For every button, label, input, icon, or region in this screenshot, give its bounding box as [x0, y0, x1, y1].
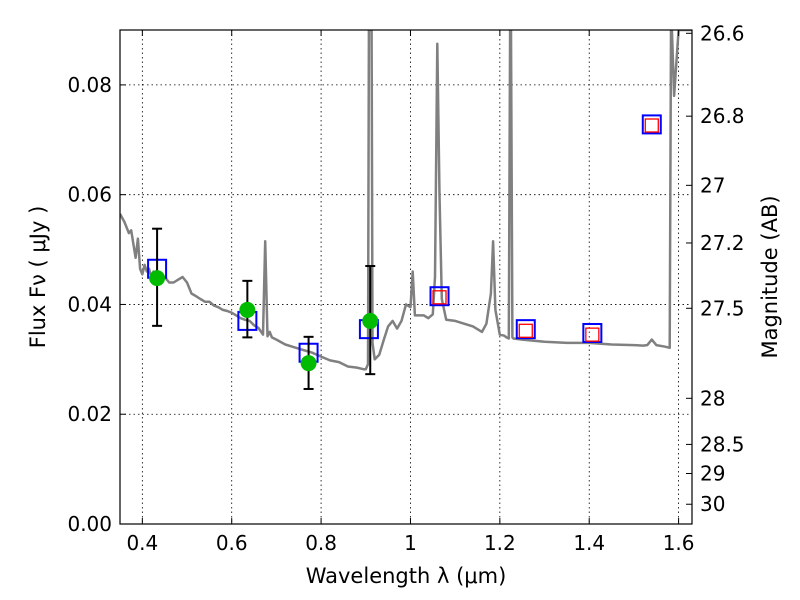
plot-area — [120, 30, 692, 390]
y2-tick-label: 28.5 — [700, 432, 745, 456]
x-tick-label: 1.2 — [484, 531, 516, 555]
grid-lines — [120, 30, 692, 525]
y2-axis-label: Magnitude (AB) — [758, 195, 782, 358]
predicted-flux-marker — [585, 327, 600, 342]
predicted-flux-marker — [518, 323, 533, 338]
y2-tick-label: 27.5 — [700, 296, 745, 320]
y2-tick-label: 28 — [700, 386, 725, 410]
y-tick-label: 0.04 — [67, 292, 112, 316]
y-axis-label: Flux Fν ( μJy ) — [26, 206, 50, 349]
y2-tick-label: 26.6 — [700, 21, 745, 45]
axis-ticks: 0.4 0.6 0.8 1 1.2 1.4 1.6 0.00 0.02 0.04 0.06 0.08 2… — [67, 21, 744, 555]
observed-flux-point — [362, 312, 379, 329]
x-tick-label: 1.4 — [573, 531, 605, 555]
x-tick-label: 1 — [404, 531, 417, 555]
model-spectrum-line — [120, 30, 692, 371]
x-tick-label: 0.8 — [305, 531, 337, 555]
model-photometry-marker — [515, 319, 536, 340]
y-tick-label: 0.08 — [67, 73, 112, 97]
observed-flux-point — [149, 270, 166, 287]
y2-tick-label: 30 — [700, 492, 725, 516]
y-tick-label: 0.02 — [67, 402, 112, 426]
observed-flux-point — [300, 355, 317, 372]
y2-tick-label: 27 — [700, 173, 725, 197]
x-tick-label: 0.4 — [126, 531, 158, 555]
observed-flux-point — [239, 301, 256, 318]
model-photometry-marker — [582, 322, 603, 343]
y2-tick-label: 29 — [700, 462, 725, 486]
x-tick-label: 0.6 — [216, 531, 248, 555]
y2-tick-label: 26.8 — [700, 104, 745, 128]
y-tick-label: 0.06 — [67, 183, 112, 207]
y2-tick-label: 27.2 — [700, 231, 745, 255]
predicted-flux-marker — [644, 118, 659, 133]
series-group — [120, 30, 692, 390]
plot-frame — [119, 29, 693, 525]
model-photometry-marker — [429, 286, 450, 307]
y-tick-label: 0.00 — [67, 512, 112, 536]
x-axis-label: Wavelength λ (μm) — [306, 564, 507, 588]
x-tick-label: 1.6 — [663, 531, 695, 555]
predicted-flux-marker — [432, 290, 447, 305]
model-photometry-marker — [641, 114, 662, 135]
